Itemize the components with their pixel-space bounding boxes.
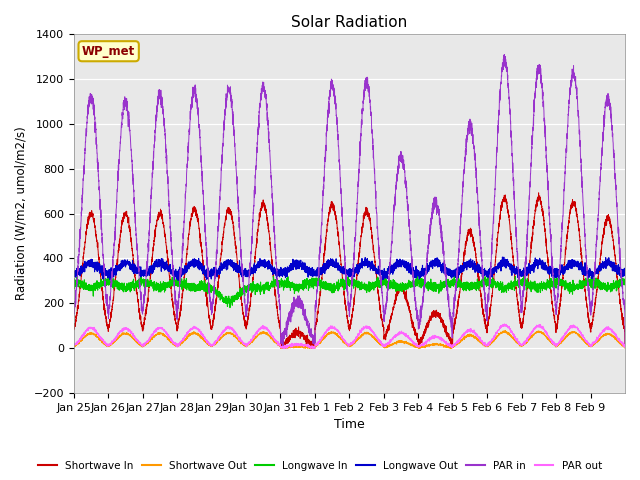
Longwave Out xyxy=(499,254,506,260)
Longwave In xyxy=(391,283,399,289)
PAR in xyxy=(621,344,629,349)
Shortwave Out xyxy=(391,341,399,347)
Longwave In xyxy=(89,284,97,290)
Shortwave In xyxy=(329,203,337,209)
Longwave In xyxy=(70,284,77,290)
Title: Solar Radiation: Solar Radiation xyxy=(291,15,408,30)
Longwave Out xyxy=(406,267,414,273)
PAR in xyxy=(500,51,508,57)
Shortwave In xyxy=(391,301,399,307)
Shortwave In xyxy=(490,271,498,277)
PAR in xyxy=(329,86,337,92)
Longwave In xyxy=(486,272,494,278)
PAR out xyxy=(70,343,77,349)
Shortwave In xyxy=(70,326,77,332)
Longwave Out xyxy=(621,270,629,276)
Legend: Shortwave In, Shortwave Out, Longwave In, Longwave Out, PAR in, PAR out: Shortwave In, Shortwave Out, Longwave In… xyxy=(34,456,606,475)
PAR in xyxy=(282,332,289,337)
PAR in xyxy=(89,100,97,106)
Longwave In xyxy=(226,305,234,311)
PAR out xyxy=(391,333,399,339)
PAR out xyxy=(329,324,337,330)
Shortwave In xyxy=(535,190,543,196)
Line: Longwave In: Longwave In xyxy=(74,275,625,308)
Shortwave In xyxy=(621,344,629,350)
PAR out xyxy=(280,345,288,351)
Shortwave Out xyxy=(282,344,289,350)
Longwave In xyxy=(491,282,499,288)
PAR in xyxy=(391,203,399,208)
Longwave Out xyxy=(174,277,182,283)
Longwave Out xyxy=(70,271,77,276)
Line: Shortwave Out: Shortwave Out xyxy=(74,330,625,348)
PAR out xyxy=(490,334,498,339)
Shortwave Out xyxy=(490,338,498,344)
PAR out xyxy=(89,325,97,331)
Longwave In xyxy=(621,278,629,284)
Shortwave Out xyxy=(406,342,414,348)
Shortwave In xyxy=(406,310,414,315)
Line: Longwave Out: Longwave Out xyxy=(74,257,625,280)
PAR in xyxy=(490,201,498,207)
Line: PAR out: PAR out xyxy=(74,324,625,348)
Text: WP_met: WP_met xyxy=(82,45,135,58)
PAR out xyxy=(500,321,508,327)
Shortwave Out xyxy=(70,343,77,349)
Shortwave Out xyxy=(621,345,629,351)
Longwave Out xyxy=(89,260,97,265)
PAR in xyxy=(70,313,77,319)
Line: Shortwave In: Shortwave In xyxy=(74,193,625,348)
X-axis label: Time: Time xyxy=(334,419,365,432)
Shortwave In xyxy=(89,211,97,216)
PAR in xyxy=(406,231,413,237)
Longwave Out xyxy=(391,260,399,266)
Shortwave In xyxy=(277,345,285,351)
PAR out xyxy=(406,336,414,342)
Shortwave Out xyxy=(502,327,509,333)
Shortwave Out xyxy=(329,330,337,336)
Y-axis label: Radiation (W/m2, umol/m2/s): Radiation (W/m2, umol/m2/s) xyxy=(15,127,28,300)
Shortwave Out xyxy=(89,330,97,336)
Longwave Out xyxy=(329,259,337,265)
Longwave In xyxy=(406,278,414,284)
PAR out xyxy=(621,345,629,350)
Longwave In xyxy=(329,282,337,288)
Longwave Out xyxy=(490,269,498,275)
PAR out xyxy=(282,345,289,350)
Longwave Out xyxy=(282,267,289,273)
Shortwave Out xyxy=(277,345,285,351)
Shortwave In xyxy=(282,341,289,347)
Line: PAR in: PAR in xyxy=(74,54,625,347)
Longwave In xyxy=(282,279,289,285)
